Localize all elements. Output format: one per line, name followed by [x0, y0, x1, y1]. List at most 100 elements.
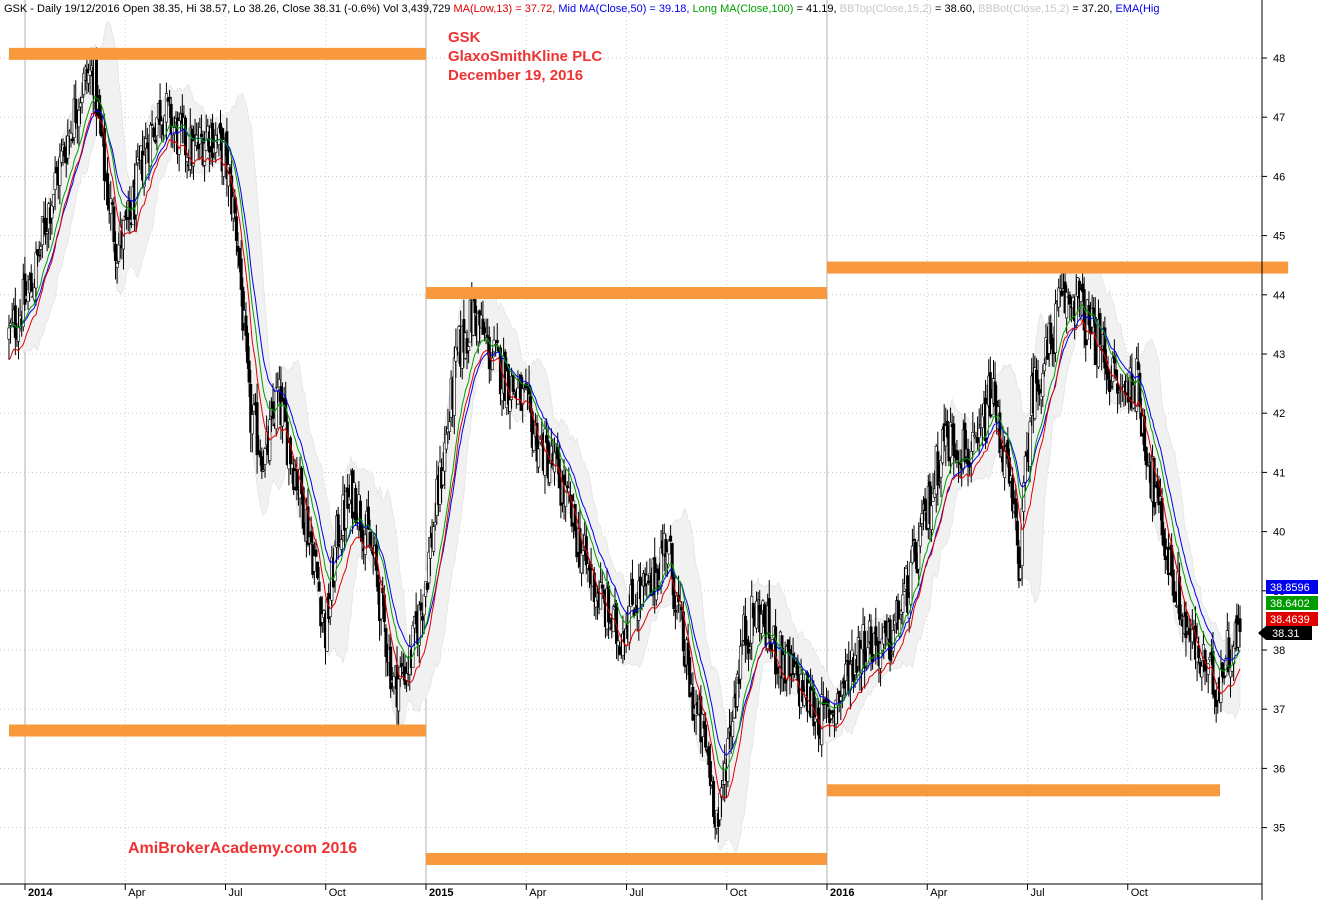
candle-body — [222, 139, 226, 177]
ma-low-badge-value: 38.4639 — [1270, 614, 1310, 626]
price-tick-label: 36 — [1273, 763, 1285, 775]
candle-body — [261, 469, 265, 472]
time-tick-label: 2014 — [28, 887, 53, 899]
candle-body — [384, 628, 388, 657]
candle-body — [1138, 372, 1142, 407]
header-mid-ma: Mid MA(Close,50) = 39.18, — [558, 3, 689, 15]
candle-body — [1144, 447, 1148, 466]
candle-body — [890, 652, 894, 655]
candle-body — [9, 322, 13, 326]
candle-body — [50, 205, 54, 219]
candle-body — [1058, 288, 1062, 292]
candle-body — [863, 630, 867, 669]
close-badge-value: 38.31 — [1272, 628, 1300, 640]
candle-body — [71, 138, 75, 141]
candle-body — [234, 216, 238, 241]
candle-body — [142, 154, 146, 188]
candlesticks — [7, 47, 1242, 843]
candle-body — [704, 724, 708, 748]
candle-body — [483, 327, 487, 333]
candle-body — [58, 156, 62, 186]
candle-body — [366, 506, 370, 530]
candle-body — [909, 561, 913, 605]
header-long-ma-value: = 41.19, — [793, 3, 839, 15]
candle-body — [516, 387, 520, 405]
candle-body — [1135, 358, 1139, 412]
candle-body — [414, 611, 418, 625]
candle-body — [1154, 486, 1158, 503]
candle-body — [952, 423, 956, 456]
candle-body — [263, 448, 267, 465]
candle-body — [616, 640, 620, 646]
candle-body — [59, 150, 63, 163]
candle-body — [150, 123, 154, 126]
candle-body — [937, 481, 941, 483]
candle-body — [177, 120, 181, 155]
candle-body — [632, 609, 636, 616]
candle-body — [379, 581, 383, 620]
candle-body — [829, 714, 833, 719]
candle-body — [1020, 508, 1024, 566]
candle-body — [37, 254, 41, 257]
candle-body — [508, 399, 512, 412]
candle-body — [1007, 457, 1011, 484]
candle-body — [312, 555, 316, 572]
candle-body — [1173, 591, 1177, 602]
candle-body — [1079, 289, 1083, 302]
candle-body — [1200, 666, 1204, 678]
candle-body — [646, 580, 650, 584]
header-long-ma-label: Long MA(Close,100) — [693, 3, 794, 15]
candle-body — [260, 456, 264, 472]
candle-body — [600, 584, 604, 589]
header-bbbot-label: BBBot(Close,15,2) — [978, 3, 1069, 15]
candle-body — [17, 326, 21, 342]
candle-body — [691, 686, 695, 721]
header-bbbot-value: = 37.20, — [1072, 3, 1112, 15]
candle-body — [553, 451, 557, 473]
candle-body — [203, 142, 207, 166]
candle-body — [1238, 618, 1242, 632]
header-ma-low: MA(Low,13) = 37.72, — [453, 3, 555, 15]
candle-body — [63, 146, 67, 157]
candle-body — [831, 710, 835, 714]
long-ma-line — [8, 95, 1241, 772]
price-tick-label: 45 — [1273, 231, 1285, 243]
candle-body — [250, 414, 254, 435]
candle-body — [109, 198, 113, 214]
candle-body — [1227, 637, 1231, 673]
candle-body — [368, 532, 372, 548]
candle-body — [939, 460, 943, 478]
candle-body — [866, 647, 870, 666]
candle-body — [185, 157, 189, 162]
price-tick-label: 41 — [1273, 467, 1285, 479]
candle-body — [473, 299, 477, 313]
time-tick-label: 2016 — [830, 887, 854, 899]
grid-lines — [0, 0, 1262, 884]
time-tick-label: Oct — [329, 887, 346, 899]
candle-body — [1019, 567, 1023, 580]
candle-body — [567, 487, 571, 493]
candle-body — [115, 263, 119, 268]
candle-body — [1103, 327, 1107, 369]
price-tick-label: 48 — [1273, 53, 1285, 65]
level-band — [426, 852, 827, 865]
candle-body — [301, 487, 305, 529]
candle-body — [1190, 628, 1194, 643]
candle-body — [467, 346, 471, 352]
candle-body — [425, 583, 429, 591]
level-band — [827, 784, 1220, 797]
candle-body — [155, 117, 159, 137]
candle-body — [548, 463, 552, 483]
candle-body — [114, 243, 118, 261]
candle-body — [433, 521, 437, 526]
long-ma-badge-value: 38.6402 — [1270, 598, 1310, 610]
candle-body — [564, 484, 568, 507]
candle-body — [901, 594, 905, 613]
candle-body — [972, 434, 976, 437]
mid-ma-badge-value: 38.8596 — [1270, 582, 1310, 594]
candle-body — [839, 696, 843, 701]
candle-body — [918, 525, 922, 547]
candle-body — [443, 442, 447, 472]
support-resistance-levels — [8, 47, 1289, 865]
